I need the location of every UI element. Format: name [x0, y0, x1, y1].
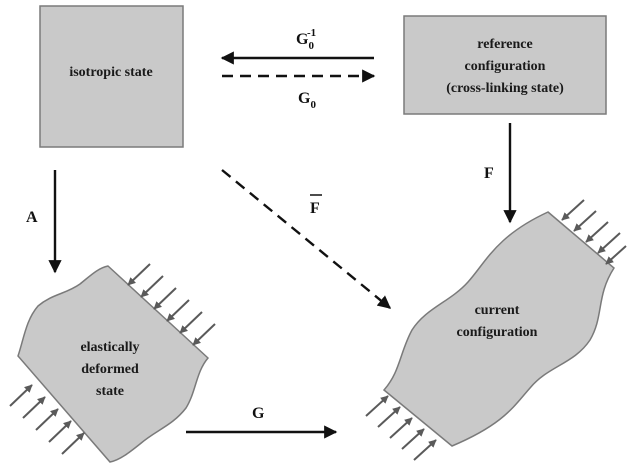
current-line-2: configuration — [457, 325, 538, 340]
g0-inverse-label: G0-1 — [296, 27, 316, 52]
fbar-arrow — [221, 169, 392, 309]
g0-label: G0 — [298, 90, 316, 111]
isotropic-state-label: isotropic state — [69, 65, 152, 80]
current-bottom-load-arrows — [365, 395, 437, 461]
elastically-deformed-node: elastically deformed state — [17, 265, 210, 463]
reference-line-3: (cross-linking state) — [446, 81, 564, 96]
elastic-bottom-load-arrows — [9, 384, 85, 455]
reference-line-1: reference — [477, 37, 532, 52]
elastic-line-2: deformed — [81, 362, 139, 377]
fbar-label: F — [310, 200, 320, 217]
isotropic-state-node: isotropic state — [39, 5, 184, 148]
a-label: A — [26, 209, 38, 226]
reference-line-2: configuration — [465, 59, 546, 74]
current-configuration-node: current configuration — [382, 211, 615, 447]
elastic-line-1: elastically — [80, 340, 139, 355]
elastic-line-3: state — [96, 384, 124, 399]
elastic-top-load-arrows — [127, 263, 216, 346]
g-label: G — [252, 405, 265, 422]
current-line-1: current — [475, 303, 520, 318]
f-label: F — [484, 165, 494, 182]
reference-configuration-node: reference configuration (cross-linking s… — [403, 15, 607, 115]
current-top-load-arrows — [561, 199, 627, 265]
